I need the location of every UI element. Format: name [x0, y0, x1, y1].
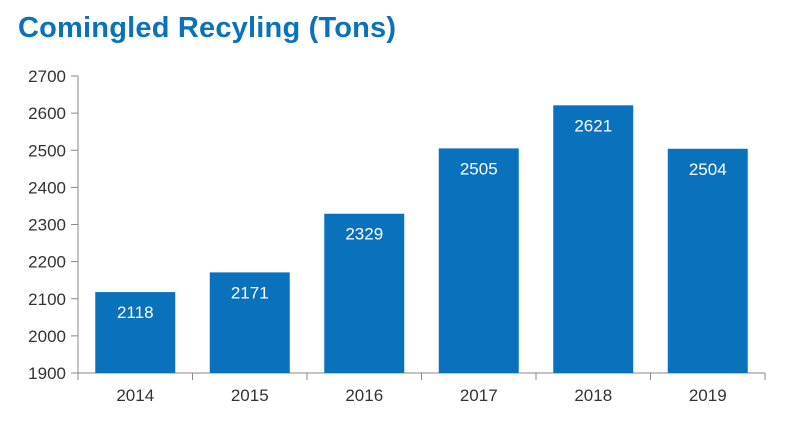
y-tick-label: 2300: [28, 216, 66, 235]
bar-2014: [95, 292, 176, 373]
x-axis: 2014 2015 2016 2017 2018 2019: [77, 372, 766, 405]
data-label-2016: 2329: [345, 225, 383, 244]
bars: [95, 105, 748, 374]
x-tick-label-2019: 2019: [689, 386, 727, 405]
y-tick-label: 2600: [28, 104, 66, 123]
bar-2019: [667, 148, 748, 373]
x-tick-label-2014: 2014: [116, 386, 154, 405]
x-tick-label-2015: 2015: [231, 386, 269, 405]
data-label-2018: 2621: [574, 116, 612, 135]
bar-2018: [553, 105, 634, 374]
x-tick-label-2016: 2016: [345, 386, 383, 405]
bar-2017: [438, 148, 519, 373]
y-tick-label: 2500: [28, 141, 66, 160]
x-tick-label-2017: 2017: [460, 386, 498, 405]
data-label-2015: 2171: [231, 283, 269, 302]
y-tick-label: 2200: [28, 253, 66, 272]
data-label-2014: 2118: [117, 303, 154, 322]
y-axis: 1900 2000 2100 2200 2300 2400 2500 2600 2700: [28, 67, 79, 383]
y-tick-label: 2700: [28, 67, 66, 86]
y-tick-label: 2000: [28, 327, 66, 346]
y-tick-label: 1900: [28, 364, 66, 383]
data-label-2019: 2504: [689, 160, 727, 179]
chart-title: Comingled Recyling (Tons): [18, 12, 397, 44]
y-tick-label: 2400: [28, 178, 66, 197]
data-label-2017: 2505: [460, 159, 498, 178]
y-tick-label: 2100: [28, 290, 66, 309]
bar-2015: [209, 272, 290, 373]
x-tick-label-2018: 2018: [574, 386, 612, 405]
bar-2016: [324, 213, 405, 373]
data-labels: 2118 2171 2329 2505 2621 2504: [117, 116, 727, 322]
